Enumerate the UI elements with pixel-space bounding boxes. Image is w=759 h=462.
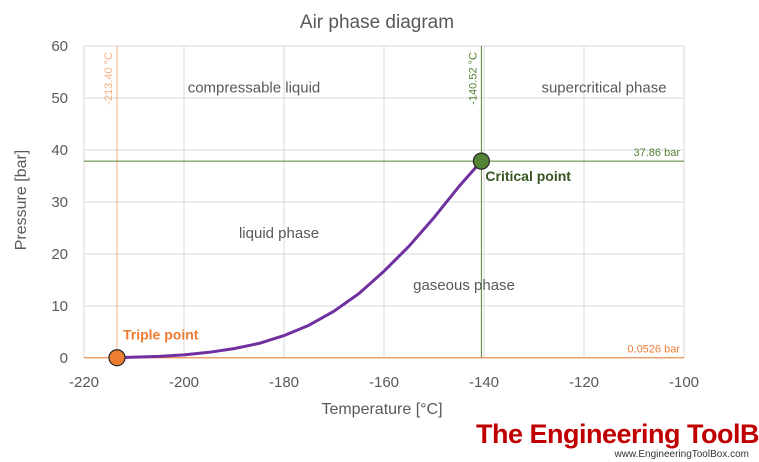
special-points: Triple point Critical point — [108, 152, 571, 367]
y-tick-label: 0 — [60, 350, 68, 367]
y-tick-label: 30 — [51, 194, 68, 211]
y-tick-label: 60 — [51, 38, 68, 55]
region-label: supercritical phase — [541, 80, 666, 97]
x-tick-label: -180 — [269, 374, 299, 391]
tick-labels: -220 -200 -180 -160 -140 -120 -100 0 10 20 30 40 50 6… — [51, 38, 699, 391]
chart-title: Air phase diagram — [300, 12, 454, 33]
critical-point-marker — [472, 152, 490, 170]
y-tick-label: 50 — [51, 90, 68, 107]
reference-lines: -213.40 °C -140.52 °C 37.86 bar 0.0526 bar — [84, 46, 684, 359]
x-tick-label: -140 — [469, 374, 499, 391]
series-layer — [115, 159, 483, 360]
critical-point-label: Critical point — [485, 168, 571, 184]
x-tick-label: -120 — [569, 374, 599, 391]
region-label: gaseous phase — [413, 277, 515, 294]
phase-boundary-line — [115, 159, 483, 360]
grid — [83, 45, 685, 359]
triple-point-marker — [108, 349, 126, 367]
x-tick-label: -220 — [69, 374, 99, 391]
y-tick-label: 40 — [51, 142, 68, 159]
brand-logo-text: The Engineering ToolBox — [476, 419, 759, 449]
y-tick-label: 10 — [51, 298, 68, 315]
x-tick-label: -200 — [169, 374, 199, 391]
vertical-reference-label: -213.40 °C — [103, 52, 115, 105]
x-tick-label: -160 — [369, 374, 399, 391]
triple-point-label: Triple point — [123, 327, 199, 343]
y-tick-label: 20 — [51, 246, 68, 263]
horizontal-reference-label: 0.0526 bar — [627, 344, 680, 356]
region-label: compressable liquid — [188, 80, 321, 97]
region-labels: compressable liquid supercritical phase li… — [188, 80, 667, 295]
brand-url: www.EngineeringToolBox.com — [613, 449, 749, 460]
region-label: liquid phase — [239, 225, 319, 242]
x-tick-label: -100 — [669, 374, 699, 391]
vertical-reference-label: -140.52 °C — [467, 52, 479, 105]
y-axis-label: Pressure [bar] — [13, 150, 30, 250]
horizontal-reference-label: 37.86 bar — [634, 147, 681, 159]
x-axis-label: Temperature [°C] — [321, 401, 442, 418]
